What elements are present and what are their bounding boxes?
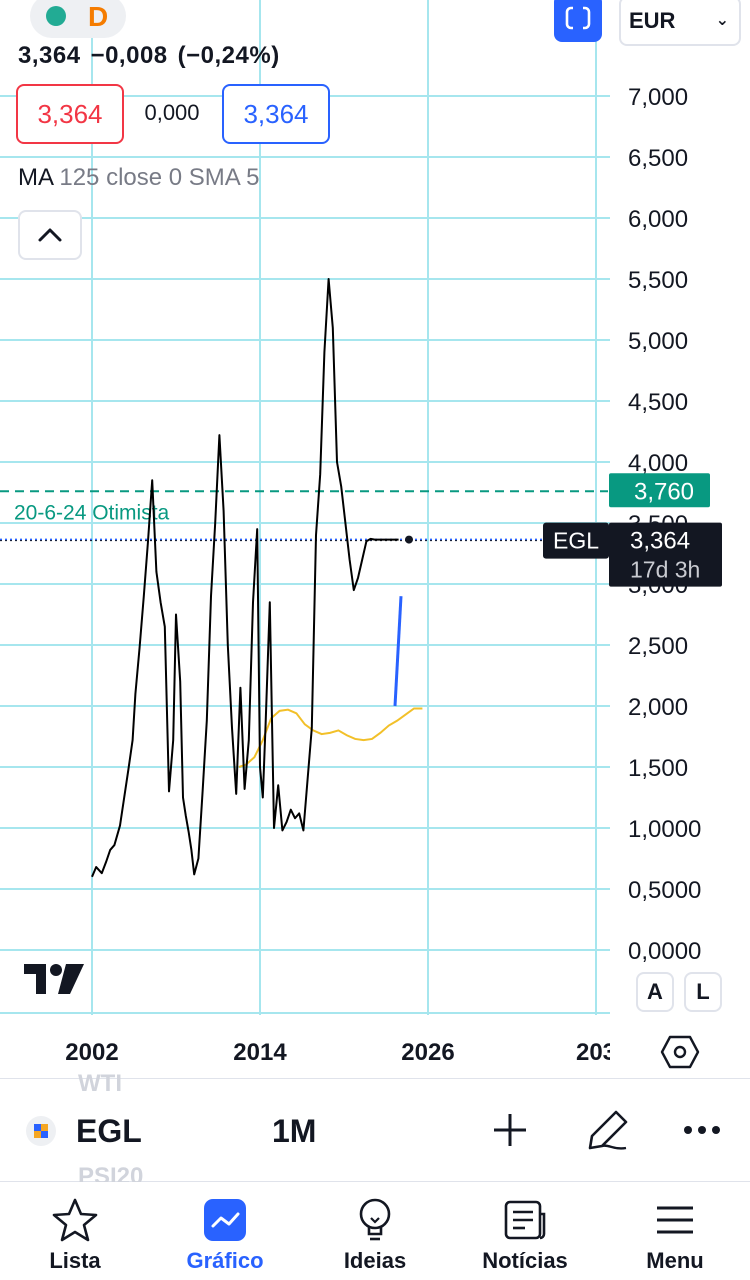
chart-settings-icon[interactable] [660,1034,700,1070]
x-tick-label: 2002 [65,1039,118,1066]
quote-line: 3,364 −0,008 (−0,24%) [18,42,290,70]
last-price-label: 3,364 [630,528,690,555]
nav-item-menu[interactable]: Menu [600,1182,750,1280]
y-tick-label: 4,500 [628,389,688,416]
indicator-params: 125 close 0 SMA 5 [59,164,260,191]
currency-select[interactable]: EUR ⌄ [619,0,741,46]
y-tick-label: 2,000 [628,694,688,721]
y-tick-label: 0,0000 [628,938,701,965]
price-change: −0,008 [90,42,168,69]
y-tick-label: 7,000 [628,84,688,111]
x-tick-label: 203 [576,1039,616,1066]
nav-item-noticias[interactable]: Notícias [450,1182,600,1280]
indicator-legend[interactable]: MA 125 close 0 SMA 5 [18,164,259,192]
spread-value: 0,000 [144,100,200,125]
y-tick-label: 5,000 [628,328,688,355]
target-price-tag [609,473,710,508]
sell-button[interactable]: 3,364 [16,84,124,144]
interval-badge[interactable]: D [88,1,109,32]
market-open-dot-icon [46,6,66,26]
plus-icon [494,1114,526,1146]
nav-label-grafico: Gráfico [186,1248,264,1273]
pen-icon [588,1110,628,1150]
symbol-tag [543,522,609,559]
fullscreen-button[interactable] [554,0,602,42]
x-tick-label: 2026 [401,1039,454,1066]
projection-line [393,596,403,707]
y-tick-label: 1,500 [628,755,688,782]
symbol-button[interactable]: EGL [76,1113,142,1149]
target-line-label: 20-6-24 Otimista [14,501,170,524]
y-tick-label: 2,500 [628,633,688,660]
market-status-pill[interactable] [30,0,126,38]
price-chart[interactable]: 7,0006,5006,0005,5005,0004,5004,0003,500… [0,0,750,1078]
chevron-up-icon [38,228,62,242]
y-tick-label: 4,000 [628,450,688,477]
indicator-name: MA [18,164,53,191]
price-series-line [91,278,399,878]
symbol-logo-icon [26,1116,56,1146]
lightbulb-icon [359,1198,391,1241]
prev-symbol-ghost: WTI [78,1070,122,1097]
collapse-legend-button[interactable] [18,210,82,260]
news-icon [504,1200,546,1240]
symbol-toolbar [0,1078,750,1182]
ma-series-line [238,707,423,768]
star-icon [52,1198,98,1242]
last-price-dot [405,535,413,544]
symbol-tag-label: EGL [553,528,599,554]
fullscreen-icon [565,6,591,30]
nav-label-lista: Lista [49,1248,101,1273]
x-tick-label: 2014 [233,1039,287,1066]
countdown-label: 17d 3h [630,557,700,583]
nav-item-lista[interactable]: Lista [0,1182,150,1280]
chevron-down-icon: ⌄ [715,12,729,29]
nav-item-grafico[interactable]: Gráfico [150,1182,300,1280]
currency-label: EUR [629,8,676,33]
last-price: 3,364 [18,42,81,69]
nav-label-ideias: Ideias [343,1248,407,1273]
y-tick-label: 5,500 [628,267,688,294]
last-price-tag [609,522,722,587]
more-dots-icon [684,1126,720,1134]
more-button[interactable] [678,1106,726,1154]
interval-button[interactable]: 1M [272,1113,317,1149]
chart-icon [204,1199,246,1241]
price-change-percent: (−0,24%) [177,42,280,69]
y-tick-label: 6,000 [628,206,688,233]
bottom-navigation: Lista Gráfico Ideias [0,1182,750,1280]
target-price-label: 3,760 [634,478,694,505]
hamburger-icon [657,1206,693,1234]
y-tick-label: 1,0000 [628,816,701,843]
add-button[interactable] [486,1106,534,1154]
y-tick-label: 6,500 [628,145,688,172]
drawing-tools-button[interactable] [584,1106,632,1154]
tradingview-logo-icon[interactable] [22,962,86,996]
nav-item-ideias[interactable]: Ideias [300,1182,450,1280]
nav-label-menu: Menu [646,1248,704,1273]
log-scale-button[interactable]: L [684,972,722,1012]
buy-button[interactable]: 3,364 [222,84,330,144]
auto-scale-button[interactable]: A [636,972,674,1012]
y-tick-label: 0,5000 [628,877,701,904]
nav-label-noticias: Notícias [482,1248,568,1273]
